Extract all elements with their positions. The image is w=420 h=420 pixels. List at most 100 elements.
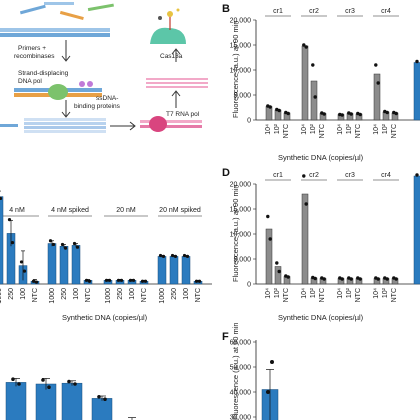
panel-c-data-point xyxy=(131,278,136,282)
panel-c-data-point xyxy=(104,278,109,282)
panel-d-data-point xyxy=(394,277,398,281)
panel-d-data-point xyxy=(266,214,270,219)
panel-c-data-point xyxy=(75,245,80,249)
panel-d-xtick-label: NTC xyxy=(355,288,362,302)
panel-d-bar xyxy=(265,228,273,285)
panel-e-data-point xyxy=(17,382,21,386)
panel-b-xtick-label: 10⁴ xyxy=(337,124,344,135)
panel-d-data-point xyxy=(322,277,326,281)
panel-c-data-point xyxy=(107,278,112,282)
schematic-panel: Primers + recombinases Strand-displacing… xyxy=(0,2,208,133)
panel-c-xtick-label: 1000 xyxy=(159,288,166,304)
panel-b-ylabel: Fluorescence (a.u.) at 90 min xyxy=(231,20,240,118)
panel-c-data-point xyxy=(10,241,15,245)
schematic-primers-label: Primers + xyxy=(18,45,46,52)
panel-d-xtick-label: 10² xyxy=(346,287,353,298)
panel-d-xtick-label: NTC xyxy=(319,288,326,302)
panel-d-group-label: cr2 xyxy=(309,172,319,179)
amplified-dna-icon xyxy=(0,118,106,133)
schematic-recombinases-label: recombinases xyxy=(14,53,55,60)
panel-e-bar xyxy=(91,398,113,420)
panel-c-bar xyxy=(47,243,57,285)
panel-b-ytick-label: 15,000 xyxy=(230,43,252,50)
panel-c-data-point xyxy=(197,279,202,283)
panel-c-xtick-label: 100 xyxy=(129,288,136,300)
panel-c-data-point xyxy=(0,196,3,201)
panel-b-data-point xyxy=(268,105,272,109)
panel-e-data-point xyxy=(73,382,77,386)
panel-b-xtick-label: 10⁴ xyxy=(265,124,272,135)
panel-c-data-point xyxy=(173,254,178,258)
panel-b-ytick-label: 10,000 xyxy=(230,68,252,75)
schematic-strand-label-1: Strand-displacing xyxy=(18,70,69,77)
panel-e-data-point xyxy=(47,385,51,390)
panel-d-xtick-label: 10⁴ xyxy=(265,288,272,299)
panel-d-ylabel: Fluorescence (a.u.) at 90 min xyxy=(231,184,240,282)
panel-c-data-point xyxy=(7,218,12,222)
panel-b-xtick-label: 10⁴ xyxy=(373,124,380,135)
panel-d-bar xyxy=(301,193,309,285)
panel-d-group-label: cr1 xyxy=(273,172,283,179)
panel-d-data-point xyxy=(304,202,308,206)
schematic-strand-label-2: DNA pol xyxy=(18,78,42,85)
panel-c-bar xyxy=(0,196,4,285)
panel-d-ytick-label: 5,000 xyxy=(233,257,251,264)
panel-c-bar xyxy=(71,245,81,285)
panel-b-xtick-label: 10² xyxy=(382,123,389,134)
panel-c-data-point xyxy=(72,241,77,246)
panel-c-xlabel: Synthetic DNA (copies/µl) xyxy=(62,313,148,322)
panel-b: B Fluorescence (a.u.) at 90 min Syntheti… xyxy=(222,3,420,162)
panel-f-ytick-label: 40,000 xyxy=(230,390,252,397)
panel-c-data-point xyxy=(161,254,166,258)
panel-d-data-point xyxy=(313,276,317,281)
panel-e-bar xyxy=(5,382,27,420)
panel-c-data-point xyxy=(185,254,190,258)
panel-d-data-point xyxy=(275,261,279,265)
panel-f-data-point xyxy=(270,360,274,364)
schematic-t7-label: T7 RNA pol xyxy=(166,111,200,118)
panel-d-group-label: cr4 xyxy=(381,172,391,179)
panel-c-data-point xyxy=(34,280,39,284)
panel-c-xtick-label: 100 xyxy=(183,288,190,300)
rna-transcripts-icon xyxy=(146,78,208,88)
panel-b-data-point xyxy=(322,112,326,116)
schematic-ssdna-label-1: ssDNA- xyxy=(96,95,118,102)
panel-c-data-point xyxy=(119,278,124,282)
panel-b-data-point xyxy=(340,113,344,117)
panel-c-xtick-label: NTC xyxy=(32,288,39,302)
panel-c-group-label: 20 nM xyxy=(116,207,136,214)
panel-c-xtick-label: 100 xyxy=(20,288,27,300)
panel-d-ytick-label: 0 xyxy=(247,282,251,289)
panel-b-xlabel: Synthetic DNA (copies/µl) xyxy=(278,153,364,162)
panel-e-data-point xyxy=(97,395,101,399)
panel-d-data-point xyxy=(286,275,290,279)
panel-e-data-point xyxy=(11,377,15,382)
panel-e xyxy=(5,377,136,420)
panel-c-xtick-label: NTC xyxy=(141,288,148,302)
panel-b-xtick-label: 10² xyxy=(346,123,353,134)
panel-b-xtick-label: NTC xyxy=(391,124,398,138)
panel-b-partial-bar xyxy=(413,62,420,121)
panel-label-b: B xyxy=(222,3,230,15)
panel-c-xtick-label: 1000 xyxy=(49,288,56,304)
panel-b-xtick-label: 10⁴ xyxy=(301,124,308,135)
panel-d-xtick-label: 10² xyxy=(274,287,281,298)
panel-b-bar xyxy=(310,80,318,121)
panel-b-ytick-label: 0 xyxy=(247,118,251,125)
panel-b-bar xyxy=(373,73,381,121)
panel-c-xtick-label: 1000 xyxy=(105,288,112,304)
panel-b-data-point xyxy=(286,111,290,116)
panel-e-data-point xyxy=(67,379,71,384)
panel-c-xtick-label: 250 xyxy=(171,288,178,300)
panel-d-xtick-label: 10⁴ xyxy=(337,288,344,299)
panel-e-data-point xyxy=(103,397,107,402)
panel-c-data-point xyxy=(63,246,68,250)
panel-c-data-point xyxy=(170,253,175,258)
panel-d: D Fluorescence (a.u.) at 90 min Syntheti… xyxy=(222,167,420,322)
panel-b-xtick-label: NTC xyxy=(283,124,290,138)
t7-polymerase-icon xyxy=(140,116,202,132)
panel-b-data-point xyxy=(311,63,315,67)
panel-c-data-point xyxy=(22,269,27,273)
panel-c-data-point xyxy=(51,242,56,247)
panel-c-xtick-label: NTC xyxy=(85,288,92,302)
